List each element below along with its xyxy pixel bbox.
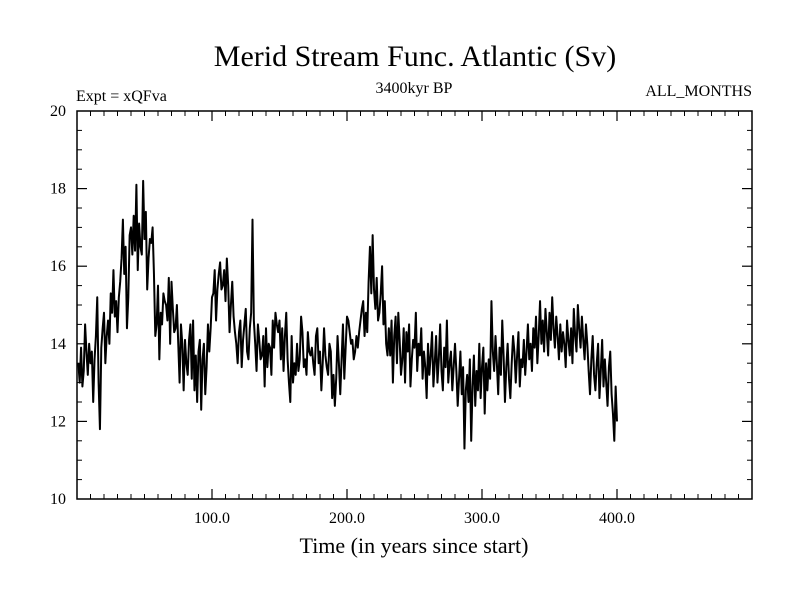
x-tick-label: 400.0 bbox=[599, 510, 635, 527]
x-tick-label: 200.0 bbox=[329, 510, 365, 527]
x-tick-labels: 100.0 200.0 300.0 400.0 bbox=[194, 510, 635, 527]
major-ticks bbox=[77, 111, 752, 499]
x-tick-label: 300.0 bbox=[464, 510, 500, 527]
series-line bbox=[77, 179, 618, 450]
minor-ticks bbox=[77, 111, 752, 499]
y-tick-label: 10 bbox=[50, 491, 66, 508]
y-tick-label: 18 bbox=[50, 181, 66, 198]
months-label: ALL_MONTHS bbox=[645, 83, 752, 100]
period-label: 3400kyr BP bbox=[376, 80, 453, 97]
y-tick-label: 20 bbox=[50, 103, 66, 120]
x-tick-label: 100.0 bbox=[194, 510, 230, 527]
y-tick-labels: 10 12 14 16 18 20 bbox=[50, 103, 66, 508]
y-tick-label: 16 bbox=[50, 258, 66, 275]
chart-title: Merid Stream Func. Atlantic (Sv) bbox=[214, 40, 616, 73]
experiment-label: Expt = xQFva bbox=[76, 88, 167, 105]
plot-frame bbox=[76, 110, 753, 500]
y-tick-label: 14 bbox=[50, 336, 66, 353]
y-tick-label: 12 bbox=[50, 413, 66, 430]
x-axis-label: Time (in years since start) bbox=[300, 533, 529, 558]
